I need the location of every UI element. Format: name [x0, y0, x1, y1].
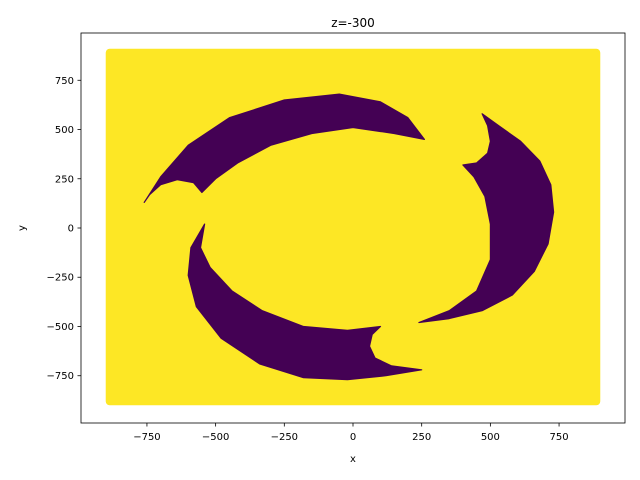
y-tick-label: 750 — [55, 76, 74, 87]
y-tick-label: −500 — [47, 322, 74, 333]
y-tick-label: −250 — [47, 273, 74, 284]
x-tick-label: 250 — [412, 432, 431, 443]
y-tick-label: 250 — [55, 174, 74, 185]
x-axis-label: x — [350, 454, 356, 465]
chart-title: z=-300 — [331, 16, 375, 30]
x-tick-label: 750 — [550, 432, 569, 443]
x-tick-label: −250 — [271, 432, 298, 443]
x-tick-label: −750 — [133, 432, 160, 443]
x-tick-label: −500 — [202, 432, 229, 443]
y-tick-label: −750 — [47, 371, 74, 382]
y-tick-label: 0 — [68, 224, 74, 235]
plot-area — [106, 49, 601, 406]
y-axis-label: y — [17, 225, 28, 231]
x-tick-label: 0 — [350, 432, 356, 443]
y-tick-label: 500 — [55, 125, 74, 136]
x-tick-label: 500 — [481, 432, 500, 443]
